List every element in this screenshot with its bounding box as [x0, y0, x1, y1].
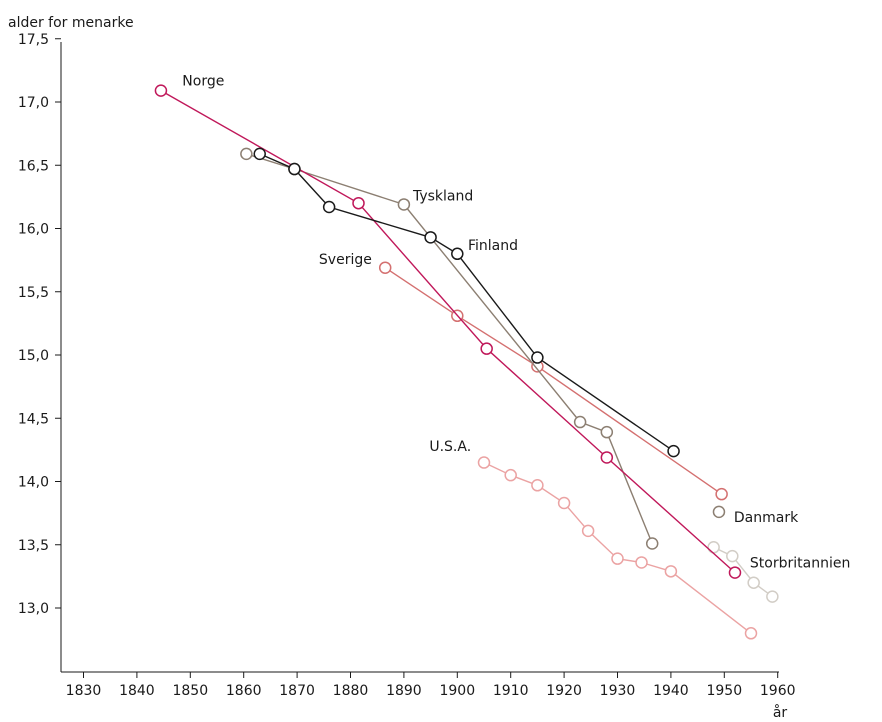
data-point-u-s-a [611, 552, 624, 565]
y-tick-label: 15,0 [18, 348, 49, 364]
data-point-u-s-a [635, 556, 648, 569]
series-line-sverige [384, 267, 722, 495]
label-tyskland: Tyskland [412, 189, 473, 205]
y-tick-label: 17,0 [18, 95, 49, 111]
data-point-finland [424, 231, 437, 244]
x-tick-label: 1900 [439, 683, 475, 699]
x-tick-label: 1920 [546, 683, 582, 699]
data-point-finland [253, 147, 266, 161]
label-storbritannien: Storbritannien [750, 556, 850, 572]
x-axis-ticks: 1830 1840 1850 1860 1870 1880 1890 1900 1910 1920… [66, 672, 796, 699]
series-finland [253, 147, 680, 458]
data-point-tyskland [397, 198, 411, 211]
y-axis-ticks: 13,0 13,5 14,0 14,5 15,0 15,5 16,0 16,5 17,0 17,5 [18, 32, 61, 617]
x-tick-label: 1830 [66, 683, 102, 699]
x-tick-label: 1850 [172, 683, 208, 699]
label-norge: Norge [182, 74, 224, 90]
y-tick-label: 14,0 [18, 475, 49, 491]
series-u-s-a [477, 456, 758, 640]
data-point-tyskland [573, 415, 587, 429]
y-tick-label: 14,5 [18, 411, 49, 427]
data-point-storbritannien [707, 541, 720, 554]
data-point-finland [531, 351, 544, 364]
data-point-tyskland [645, 537, 659, 550]
data-point-storbritannien [726, 549, 739, 563]
data-point-u-s-a [664, 565, 678, 578]
x-tick-label: 1890 [386, 683, 422, 699]
data-point-finland [451, 247, 464, 261]
data-point-sverige [715, 487, 728, 501]
series-line-tyskland [246, 153, 653, 544]
series-line-storbritannien [713, 546, 773, 598]
label-finland: Finland [468, 238, 518, 254]
y-tick-label: 15,5 [18, 285, 49, 301]
series-storbritannien [707, 541, 779, 603]
label-u-s-a: U.S.A. [429, 439, 471, 455]
data-point-storbritannien [747, 576, 760, 589]
x-tick-label: 1940 [653, 683, 689, 699]
series-labels: Tyskland Finland Norge Sverige Danmark U.S.A.… [182, 74, 850, 572]
x-tick-label: 1960 [760, 683, 796, 699]
series-tyskland [240, 147, 659, 550]
series-danmark [712, 505, 726, 519]
data-point-norge [600, 451, 614, 464]
data-point-finland [667, 444, 680, 458]
data-point-u-s-a [477, 456, 491, 469]
x-tick-label: 1860 [226, 683, 262, 699]
data-point-u-s-a [504, 468, 517, 482]
y-tick-label: 17,5 [18, 32, 49, 48]
series-line-norge [160, 89, 736, 574]
data-point-storbritannien [766, 590, 779, 603]
series-layer [154, 84, 779, 640]
data-point-norge [154, 84, 168, 97]
y-tick-label: 16,0 [18, 222, 49, 238]
data-point-u-s-a [531, 479, 544, 492]
x-tick-label: 1870 [279, 683, 315, 699]
data-point-tyskland [240, 147, 253, 161]
label-danmark: Danmark [734, 510, 799, 526]
x-tick-label: 1910 [493, 683, 529, 699]
data-point-tyskland [600, 425, 614, 439]
label-sverige: Sverige [319, 252, 372, 268]
data-point-finland [322, 200, 336, 214]
data-point-u-s-a [581, 524, 595, 538]
data-point-norge [728, 566, 742, 579]
data-point-u-s-a [744, 627, 758, 640]
x-tick-label: 1930 [600, 683, 636, 699]
y-tick-label: 13,0 [18, 601, 49, 617]
x-tick-label: 1840 [119, 683, 155, 699]
data-point-norge [352, 196, 365, 210]
y-axis-title: alder for menarke [8, 15, 134, 31]
x-tick-label: 1880 [333, 683, 369, 699]
series-sverige [378, 261, 728, 501]
data-point-danmark [712, 505, 726, 519]
data-point-sverige [378, 261, 392, 274]
x-tick-label: 1950 [706, 683, 742, 699]
data-point-finland [288, 162, 301, 176]
y-tick-label: 16,5 [18, 158, 49, 174]
data-point-norge [480, 342, 493, 355]
data-point-u-s-a [557, 496, 571, 510]
x-axis-title: år [773, 704, 788, 721]
y-tick-label: 13,5 [18, 538, 49, 554]
